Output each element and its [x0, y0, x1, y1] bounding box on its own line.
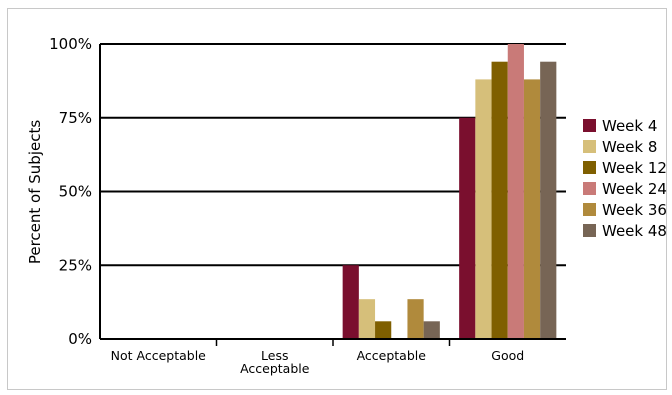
y-axis-label: Percent of Subjects: [26, 120, 44, 265]
y-tick-label: 25%: [59, 256, 92, 274]
legend-label: Week 12: [602, 159, 667, 177]
x-tick-label: Acceptable: [357, 348, 427, 363]
bar: [407, 299, 424, 339]
bar: [540, 61, 557, 339]
x-tick-label: Less: [261, 348, 288, 363]
legend-swatch: [583, 119, 596, 132]
bar: [342, 265, 359, 339]
bar: [423, 321, 440, 339]
y-tick-label: 0%: [68, 330, 92, 348]
legend-swatch: [583, 203, 596, 216]
legend-swatch: [583, 140, 596, 153]
legend-swatch: [583, 161, 596, 174]
bar: [491, 61, 508, 339]
axes: [99, 44, 566, 346]
y-tick-label: 100%: [49, 35, 92, 53]
bar: [358, 299, 376, 339]
legend-label: Week 48: [602, 222, 667, 240]
legend-swatch: [583, 182, 596, 195]
legend-label: Week 24: [602, 180, 667, 198]
chart-border: [7, 8, 667, 390]
bar: [475, 79, 492, 340]
bar: [375, 321, 392, 339]
legend: Week 4 Week 8 Week 12 Week 24 Week 36 Week 48: [583, 117, 667, 240]
bar: [523, 79, 541, 340]
bar: [507, 44, 524, 339]
legend-label: Week 8: [602, 138, 657, 156]
x-tick-label: Good: [491, 348, 524, 363]
bar: [459, 117, 476, 339]
y-tick-labels: 0% 25% 50% 75% 100%: [49, 35, 92, 348]
y-tick-label: 50%: [59, 183, 92, 201]
legend-label: Week 36: [602, 201, 667, 219]
legend-label: Week 4: [602, 117, 657, 135]
bars: [342, 44, 557, 340]
x-tick-label: Acceptable: [240, 361, 310, 376]
legend-swatch: [583, 224, 596, 237]
y-tick-label: 75%: [59, 109, 92, 127]
x-tick-label: Not Acceptable: [111, 348, 207, 363]
